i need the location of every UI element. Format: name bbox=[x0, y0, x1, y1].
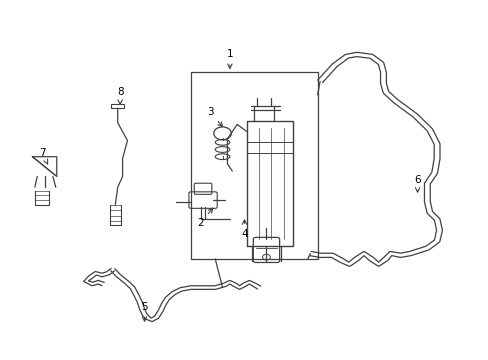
Text: 2: 2 bbox=[197, 208, 212, 228]
Text: 5: 5 bbox=[141, 302, 147, 321]
Text: 7: 7 bbox=[39, 148, 47, 164]
Bar bbox=[190, 72, 317, 259]
Text: 3: 3 bbox=[206, 107, 222, 127]
Text: 1: 1 bbox=[226, 49, 233, 68]
Bar bbox=[111, 104, 123, 108]
Text: 6: 6 bbox=[413, 175, 420, 192]
Text: 8: 8 bbox=[117, 87, 123, 104]
Text: 4: 4 bbox=[241, 220, 247, 239]
